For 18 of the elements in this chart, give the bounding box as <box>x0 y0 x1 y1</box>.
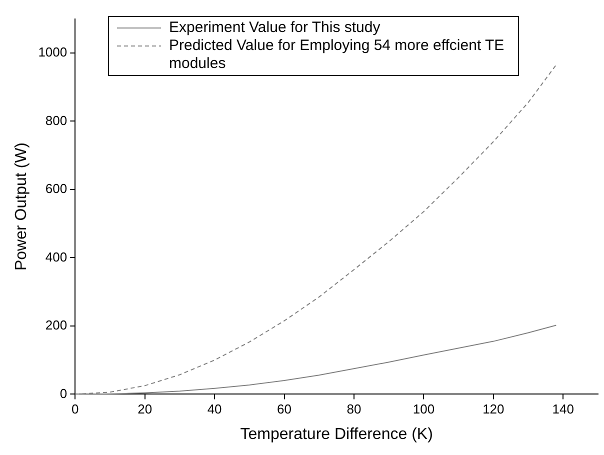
x-axis-title: Temperature Difference (K) <box>240 426 433 443</box>
y-axis-title: Power Output (W) <box>13 142 30 271</box>
legend-label: Experiment Value for This study <box>169 19 380 37</box>
x-tick-label: 0 <box>72 402 79 417</box>
legend-label: Predicted Value for Employing 54 more effcient TE modules <box>169 37 506 73</box>
x-tick-label: 60 <box>277 402 292 417</box>
x-tick-label: 140 <box>552 402 574 417</box>
y-tick-label: 400 <box>45 249 68 264</box>
x-tick-label: 120 <box>482 402 504 417</box>
y-tick-label: 1000 <box>38 44 68 60</box>
y-tick-label: 200 <box>45 318 68 333</box>
x-tick-label: 20 <box>138 402 152 417</box>
x-tick-label: 100 <box>412 402 435 417</box>
y-tick-label: 600 <box>45 181 68 196</box>
x-tick-label: 80 <box>346 402 362 417</box>
y-tick-label: 800 <box>45 112 68 128</box>
y-tick-label: 0 <box>60 386 68 401</box>
x-tick-label: 40 <box>207 402 222 417</box>
